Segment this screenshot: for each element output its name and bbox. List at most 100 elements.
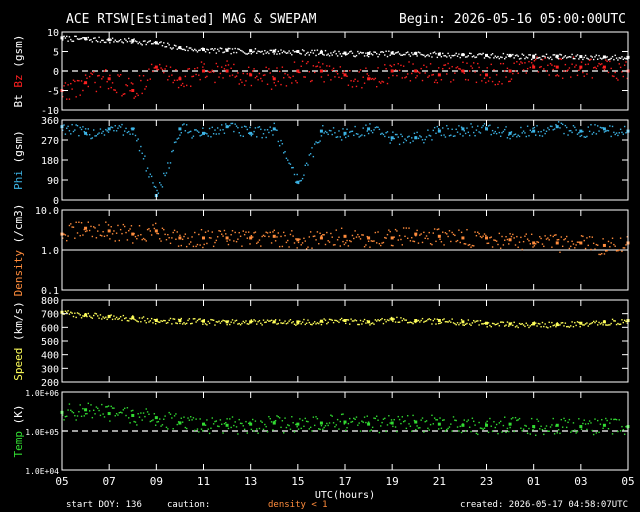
- scatter-dot: [555, 124, 557, 126]
- scatter-dot: [261, 80, 263, 82]
- scatter-dot: [384, 54, 386, 56]
- scatter-dot: [202, 127, 204, 129]
- scatter-dot: [486, 67, 488, 69]
- scatter-dot: [362, 320, 364, 323]
- scatter-dot: [490, 425, 492, 427]
- data-point: [508, 422, 512, 426]
- scatter-dot: [103, 416, 106, 418]
- scatter-dot: [529, 325, 532, 327]
- scatter-dot: [63, 85, 65, 87]
- scatter-dot: [440, 321, 443, 324]
- scatter-dot: [509, 233, 511, 235]
- scatter-dot: [518, 63, 521, 66]
- data-point: [225, 423, 229, 427]
- scatter-dot: [154, 186, 157, 189]
- scatter-dot: [417, 51, 420, 53]
- scatter-dot: [239, 324, 242, 326]
- scatter-dot: [64, 415, 67, 418]
- scatter-dot: [165, 46, 168, 48]
- scatter-dot: [342, 52, 344, 55]
- scatter-dot: [214, 324, 216, 326]
- scatter-dot: [397, 51, 399, 53]
- scatter-dot: [270, 88, 273, 90]
- scatter-dot: [117, 41, 119, 43]
- scatter-dot: [291, 416, 293, 418]
- scatter-dot: [173, 79, 176, 82]
- scatter-dot: [303, 237, 305, 240]
- data-point: [390, 317, 394, 321]
- scatter-dot: [134, 319, 137, 321]
- scatter-dot: [451, 128, 453, 131]
- scatter-dot: [80, 128, 83, 131]
- x-tick-label: 01: [527, 475, 540, 488]
- scatter-dot: [397, 239, 399, 241]
- scatter-dot: [495, 74, 498, 76]
- scatter-dot: [429, 318, 432, 321]
- scatter-dot: [513, 321, 515, 323]
- scatter-dot: [191, 322, 193, 325]
- scatter-dot: [594, 124, 596, 126]
- y-tick-label: 600: [41, 323, 59, 334]
- scatter-dot: [504, 416, 506, 418]
- scatter-dot: [552, 129, 554, 131]
- scatter-dot: [512, 417, 514, 419]
- scatter-dot: [68, 36, 71, 38]
- data-point: [579, 65, 583, 69]
- scatter-dot: [88, 75, 91, 78]
- scatter-dot: [396, 133, 398, 136]
- scatter-dot: [340, 227, 343, 229]
- scatter-dot: [520, 236, 522, 239]
- scatter-dot: [161, 424, 164, 426]
- scatter-dot: [250, 134, 253, 137]
- scatter-dot: [393, 53, 395, 55]
- scatter-dot: [479, 74, 482, 76]
- scatter-dot: [309, 323, 312, 326]
- scatter-dot: [371, 426, 374, 429]
- scatter-dot: [133, 38, 135, 40]
- scatter-dot: [350, 80, 352, 82]
- scatter-dot: [428, 429, 430, 431]
- scatter-dot: [226, 48, 228, 51]
- scatter-dot: [273, 122, 275, 125]
- scatter-dot: [126, 319, 129, 322]
- scatter-dot: [427, 237, 429, 240]
- scatter-dot: [551, 246, 553, 248]
- scatter-dot: [324, 69, 327, 72]
- scatter-dot: [134, 421, 137, 423]
- scatter-dot: [323, 234, 325, 236]
- scatter-dot: [98, 74, 100, 77]
- scatter-dot: [495, 323, 498, 326]
- scatter-dot: [582, 71, 584, 74]
- scatter-dot: [273, 53, 275, 55]
- scatter-dot: [504, 70, 506, 72]
- scatter-dot: [486, 129, 488, 131]
- scatter-dot: [409, 240, 412, 242]
- scatter-dot: [319, 66, 321, 68]
- scatter-dot: [471, 322, 474, 324]
- scatter-dot: [454, 234, 456, 237]
- scatter-dot: [307, 51, 309, 54]
- scatter-dot: [247, 323, 250, 325]
- scatter-dot: [297, 428, 300, 430]
- scatter-dot: [501, 56, 503, 59]
- data-point: [343, 234, 347, 238]
- scatter-dot: [336, 239, 339, 241]
- scatter-dot: [161, 68, 164, 71]
- data-point: [367, 236, 371, 240]
- scatter-dot: [345, 242, 347, 244]
- scatter-dot: [335, 70, 337, 73]
- scatter-dot: [80, 37, 83, 40]
- scatter-dot: [530, 417, 533, 420]
- scatter-dot: [537, 57, 540, 59]
- scatter-dot: [532, 127, 534, 130]
- scatter-dot: [134, 134, 137, 137]
- scatter-dot: [586, 428, 588, 431]
- scatter-dot: [137, 42, 139, 45]
- scatter-dot: [455, 419, 457, 422]
- scatter-dot: [188, 47, 191, 49]
- scatter-dot: [621, 71, 623, 73]
- x-tick-label: 07: [103, 475, 116, 488]
- scatter-dot: [149, 320, 151, 322]
- scatter-dot: [121, 123, 123, 126]
- scatter-dot: [354, 125, 356, 128]
